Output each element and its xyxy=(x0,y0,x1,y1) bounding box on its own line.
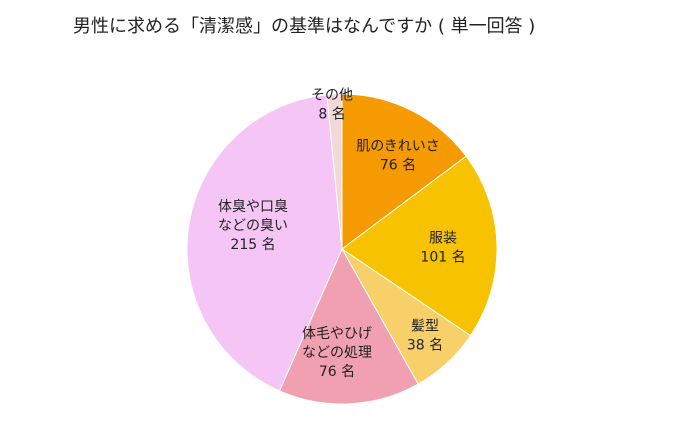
slice-label-3: 体毛やひげなどの処理 76 名 xyxy=(302,326,372,380)
slice-value-1: 101 名 xyxy=(420,250,465,266)
chart-title: 男性に求める「清潔感」の基準はなんですか ( 単一回答 ) xyxy=(73,16,536,37)
slice-label-2: 髪型 38 名 xyxy=(407,319,443,354)
pie-slices xyxy=(186,93,498,405)
pie-slice-5 xyxy=(326,93,343,250)
slice-value-3: 76 名 xyxy=(319,364,355,380)
pie-slice-4 xyxy=(186,94,343,392)
slice-value-4: 215 名 xyxy=(230,237,275,253)
slice-label-0: 肌のきれいさ 76 名 xyxy=(356,139,440,174)
slice-label-4: 体臭や口臭などの臭い 215 名 xyxy=(218,199,288,253)
pie-slice-1 xyxy=(341,155,498,337)
slice-label-line-3: 体毛やひげ xyxy=(302,326,372,342)
slice-label-1: 服装 101 名 xyxy=(420,231,465,266)
slice-label-line-3: などの処理 xyxy=(302,345,372,361)
slice-label-line-2: 髪型 xyxy=(411,319,439,335)
slice-label-line-4: などの臭い xyxy=(218,218,288,234)
slice-value-2: 38 名 xyxy=(407,338,443,354)
slice-label-line-1: 服装 xyxy=(429,231,457,247)
pie-slice-3 xyxy=(278,247,419,405)
slice-value-5: 8 名 xyxy=(318,107,345,123)
slice-label-line-0: 肌のきれいさ xyxy=(356,139,440,155)
slice-label-line-5: その他 xyxy=(311,88,353,104)
slice-value-0: 76 名 xyxy=(380,158,416,174)
pie-slice-0 xyxy=(341,93,467,250)
slice-label-line-4: 体臭や口臭 xyxy=(218,199,288,215)
slice-label-5: その他 8 名 xyxy=(311,88,353,123)
